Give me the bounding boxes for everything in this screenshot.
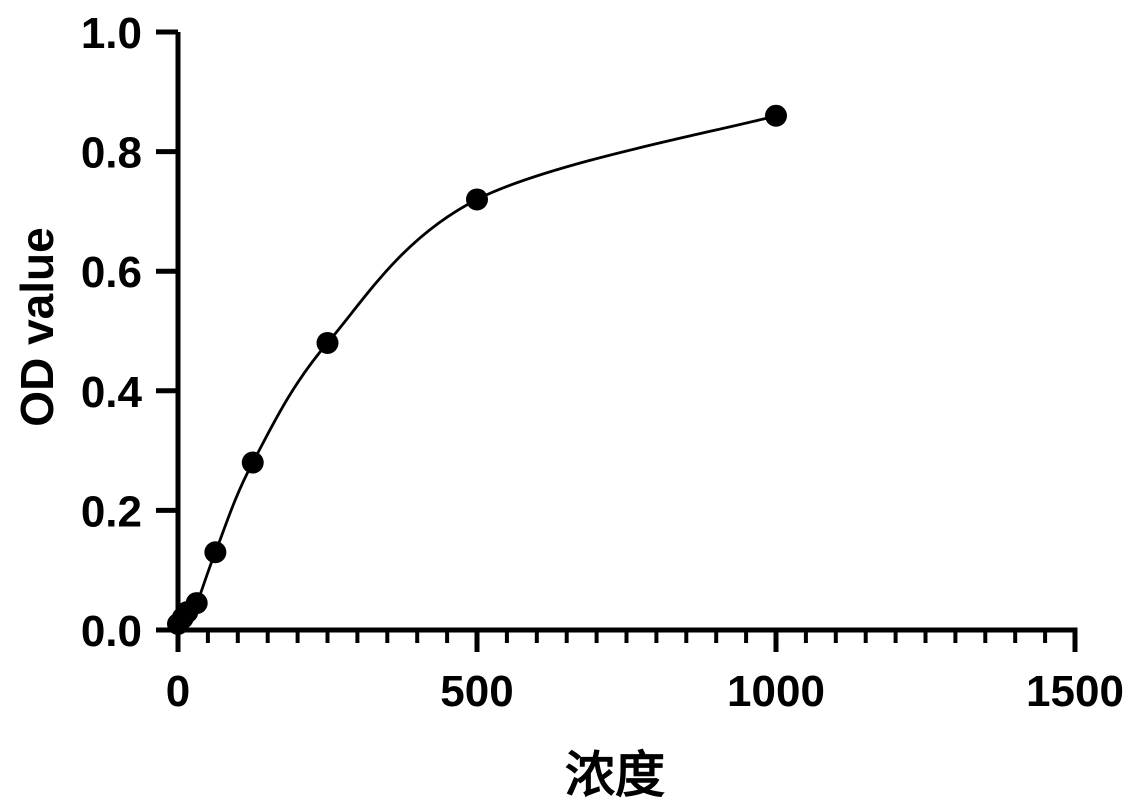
y-tick-label: 0.2 — [81, 487, 142, 536]
data-point — [241, 451, 264, 474]
x-tick-label: 1000 — [727, 667, 825, 716]
data-point — [204, 541, 227, 564]
x-tick-label: 1500 — [1026, 667, 1124, 716]
data-point — [185, 592, 208, 615]
data-point — [316, 331, 339, 354]
x-tick-label: 0 — [166, 667, 190, 716]
x-axis-title: 浓度 — [565, 747, 665, 803]
x-tick-label: 500 — [440, 667, 513, 716]
y-tick-label: 0.0 — [81, 607, 142, 656]
y-tick-label: 0.6 — [81, 248, 142, 297]
data-point — [765, 104, 787, 127]
y-tick-label: 0.8 — [81, 129, 142, 178]
y-tick-label: 1.0 — [81, 9, 142, 58]
y-axis-title: OD value — [11, 227, 63, 427]
y-tick-label: 0.4 — [81, 368, 143, 417]
data-point — [466, 188, 488, 211]
